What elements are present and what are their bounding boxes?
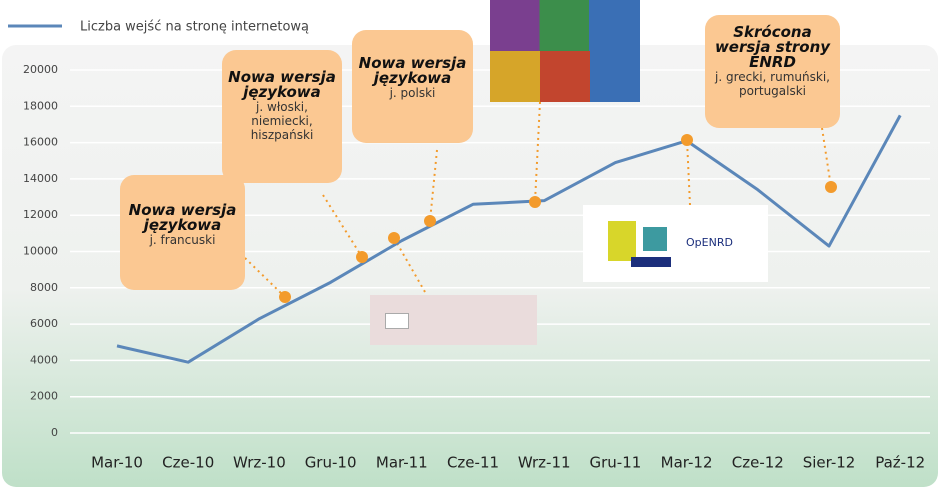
image-mosaic — [490, 0, 640, 102]
y-tick-label: 2000 — [30, 390, 58, 403]
x-tick-label: Cze-10 — [162, 454, 214, 472]
x-tick-label: Gru-11 — [590, 454, 642, 472]
x-tick-label: Wrz-11 — [518, 454, 571, 472]
y-tick-label: 4000 — [30, 353, 58, 366]
y-tick-label: 12000 — [23, 208, 58, 221]
y-tick-label: 14000 — [23, 172, 58, 185]
callout-text: j. włoski, niemiecki, hiszpański — [251, 100, 314, 142]
y-tick-label: 0 — [51, 426, 58, 439]
legend-label: Liczba wejść na stronę internetową — [80, 20, 309, 35]
x-tick-label: Mar-12 — [661, 454, 713, 472]
y-tick-label: 10000 — [23, 245, 58, 258]
x-tick-label: Mar-10 — [91, 454, 143, 472]
page: 0 2000 4000 6000 8000 10000 12000 14000 16000 180… — [0, 0, 941, 490]
callout-title: Nowa wersja językowa — [126, 203, 239, 233]
callout-title: Nowa wersja językowa — [228, 70, 336, 100]
callout-text: j. polski — [390, 86, 436, 100]
callout-title: Nowa wersja językowa — [358, 56, 467, 86]
y-tick-label: 16000 — [23, 136, 58, 149]
y-tick-label: 6000 — [30, 317, 58, 330]
image-label: OpENRD — [686, 236, 733, 249]
callout-text: j. grecki, rumuński, portugalski — [715, 70, 830, 98]
y-tick-label: 8000 — [30, 281, 58, 294]
x-tick-label: Cze-12 — [732, 454, 784, 472]
image-openrd: OpENRD — [583, 205, 768, 282]
image-database — [370, 295, 537, 345]
x-tick-label: Wrz-10 — [233, 454, 286, 472]
x-tick-label: Gru-10 — [305, 454, 357, 472]
x-tick-label: Cze-11 — [447, 454, 499, 472]
x-tick-label: Mar-11 — [376, 454, 428, 472]
callout-title: Skrócona wersja strony ENRD — [711, 25, 834, 70]
x-tick-label: Paź-12 — [875, 454, 925, 472]
x-tick-label: Sier-12 — [803, 454, 856, 472]
callout-text: j. francuski — [150, 233, 216, 247]
y-tick-label: 20000 — [23, 63, 58, 76]
y-tick-label: 18000 — [23, 99, 58, 112]
